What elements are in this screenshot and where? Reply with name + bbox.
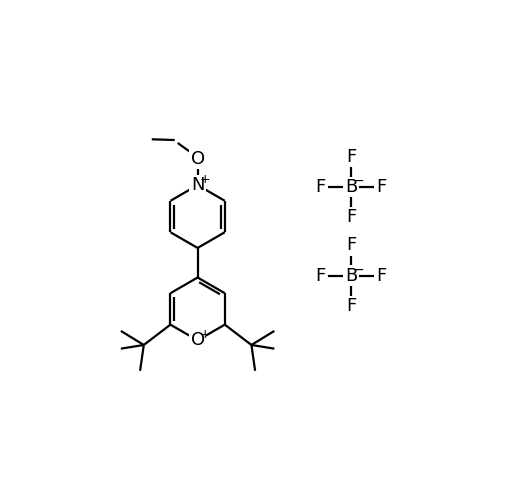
Text: O: O [190, 331, 204, 349]
Text: F: F [346, 148, 356, 166]
Text: F: F [376, 178, 387, 196]
Text: O: O [190, 149, 204, 168]
Text: B: B [345, 267, 357, 285]
Text: F: F [346, 297, 356, 315]
Text: −: − [352, 174, 364, 188]
Text: +: + [200, 173, 211, 186]
Text: N: N [191, 176, 204, 194]
Text: +: + [200, 328, 211, 341]
Text: F: F [376, 267, 387, 285]
Text: B: B [345, 178, 357, 196]
Text: F: F [346, 208, 356, 226]
Text: F: F [316, 178, 326, 196]
Text: F: F [316, 267, 326, 285]
Text: −: − [352, 263, 364, 277]
Text: F: F [346, 236, 356, 254]
